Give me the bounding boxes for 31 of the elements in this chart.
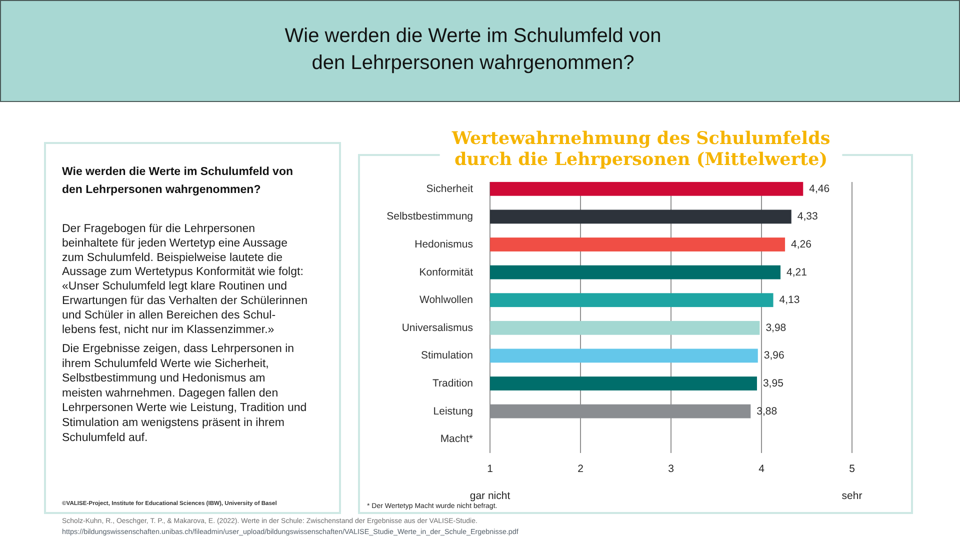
text: Die Ergebnisse zeigen, dass Lehrpersonen in ihrem Schulumfeld Werte wie Sicherheit, Selbstbestimmung und Hedonismus am meisten wahrnehmen. Dagegen fallen den Lehrpersonen Werte wie Leistung, Tradition und Stimulation am wenigstens präsent in ihrem Schulumfeld auf. xyxy=(62,343,307,444)
y-tick-label: Selbstbestimmung xyxy=(386,210,474,223)
data-label: 3,96 xyxy=(764,350,784,362)
data-label: 4,13 xyxy=(779,294,800,306)
text: Wie werden die Werte im Schulumfeld von den Lehrpersonen wahrgenommen? xyxy=(62,166,294,196)
y-tick-label: Hedonismus xyxy=(414,238,473,250)
x-tick-label: 5 xyxy=(849,463,856,475)
y-tick-label: Wohlwollen xyxy=(420,294,474,306)
x-tick-label: 3 xyxy=(668,463,674,475)
data-label: 3,88 xyxy=(756,405,778,418)
y-tick-label: Sicherheit xyxy=(426,182,474,195)
y-tick-label: Konformität xyxy=(419,266,474,278)
x-tick-label: 1 xyxy=(487,463,494,475)
x-tick-label: 2 xyxy=(578,463,584,475)
y-tick-label: Leistung xyxy=(433,405,474,418)
text: sehr xyxy=(842,490,863,502)
y-tick-label: Stimulation xyxy=(421,350,474,362)
data-label: 4,26 xyxy=(791,238,812,250)
data-label: 3,95 xyxy=(762,378,784,390)
y-tick-label: Macht* xyxy=(440,433,473,446)
y-tick-label: Universalismus xyxy=(402,322,473,334)
y-tick-label: Tradition xyxy=(432,378,474,390)
data-label: 3,98 xyxy=(766,322,786,334)
data-label: 4,21 xyxy=(786,266,808,278)
data-label: 4,46 xyxy=(809,182,830,195)
text: Der Fragebogen für die Lehrpersonen beinhaltete für jeden Wertetyp eine Aussage zum Schulumfeld. Beispielweise lautete die Aussage zum Wertetypus Konformität wie folgt: «Unser Schulumfeld legt klare Routinen und Erwartungen für das Verhalten der Schülerinnen und Schüler in allen Bereichen des Schul- lebens fest, nicht nur im Klassenzimmer.» xyxy=(62,223,308,336)
x-tick-label: 4 xyxy=(758,463,765,475)
data-label: 4,33 xyxy=(797,210,818,223)
text: gar nicht xyxy=(470,490,510,502)
text: Wie werden die Werte im Schulumfeld von den Lehrpersonen wahrgenommen? xyxy=(284,25,662,74)
chart-title: Wertewahrnehmung des Schulumfelds durch die Lehrpersonen (Mittelwerte) xyxy=(450,129,830,170)
